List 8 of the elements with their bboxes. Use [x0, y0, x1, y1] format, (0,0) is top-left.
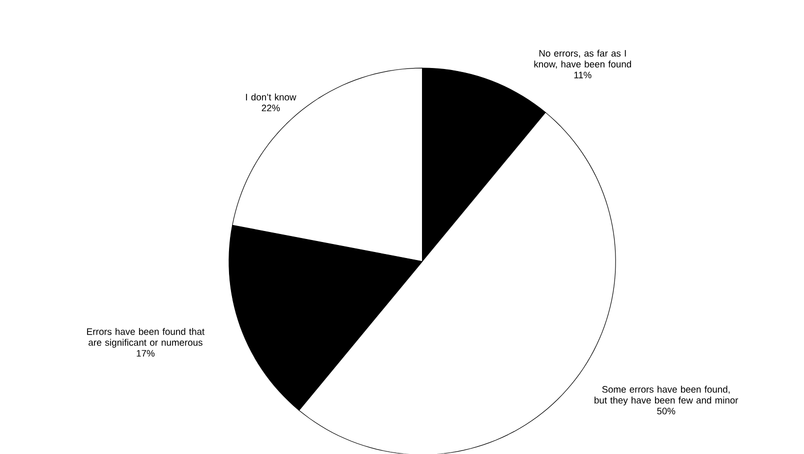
slice-label: No errors, as far as I know, have been found	[534, 50, 632, 69]
slice-label: Some errors have been found, but they have been few and minor	[594, 386, 738, 406]
data-label: 22%	[262, 104, 280, 112]
slice-label: Errors have been found that are significant or numerous	[87, 328, 205, 348]
data-label: 11%	[574, 72, 592, 78]
data-label: 50%	[657, 408, 676, 415]
data-label: 17%	[136, 350, 155, 357]
slice-label: I don’t know	[246, 94, 296, 101]
